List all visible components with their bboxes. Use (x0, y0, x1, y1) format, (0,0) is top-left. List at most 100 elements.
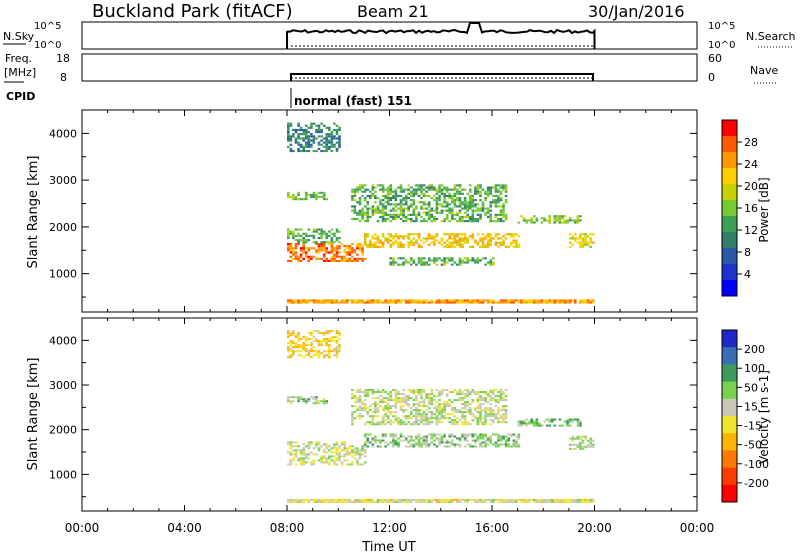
echo-cell (445, 439, 449, 442)
echo-cell (568, 237, 572, 240)
echo-cell (522, 498, 526, 501)
echo-cell (468, 409, 472, 412)
echo-cell (338, 451, 341, 454)
echo-cell (512, 443, 516, 446)
echo-cell (330, 143, 334, 146)
echo-cell (494, 235, 498, 238)
echo-cell (374, 411, 377, 414)
freq-tick-high: 18 (56, 52, 70, 65)
echo-cell (312, 150, 316, 153)
echo-cell (353, 259, 357, 262)
echo-cell (553, 500, 557, 503)
echo-cell (425, 211, 428, 214)
echo-cell (417, 235, 421, 238)
echo-cell (558, 418, 562, 421)
echo-cell (333, 135, 336, 138)
echo-cell (591, 299, 595, 302)
echo-cell (315, 249, 318, 252)
echo-cell (399, 207, 403, 210)
echo-cell (420, 186, 423, 189)
echo-cell (422, 261, 426, 264)
echo-cell (310, 348, 313, 351)
echo-cell (345, 453, 349, 456)
echo-cell (335, 147, 339, 150)
echo-cell (425, 263, 428, 266)
echo-cell (294, 449, 298, 452)
echo-cell (402, 203, 405, 206)
echo-cell (371, 498, 375, 501)
echo-cell (322, 243, 326, 246)
echo-cell (287, 336, 290, 339)
echo-cell (458, 439, 462, 442)
echo-cell (479, 441, 482, 444)
echo-cell (384, 397, 387, 400)
echo-cell (366, 439, 369, 442)
echo-cell (315, 230, 318, 233)
echo-cell (445, 245, 449, 248)
echo-cell (292, 498, 295, 501)
echo-cell (417, 419, 421, 422)
echo-cell (448, 500, 451, 503)
echo-cell (407, 261, 410, 264)
echo-cell (302, 245, 305, 248)
echo-cell (351, 500, 354, 503)
echo-cell (325, 143, 328, 146)
echo-cell (415, 423, 418, 426)
echo-cell (484, 235, 487, 238)
echo-cell (420, 205, 423, 208)
echo-cell (504, 188, 508, 191)
echo-cell (325, 299, 328, 302)
echo-cell (376, 415, 380, 418)
echo-cell (302, 451, 305, 454)
echo-cell (451, 201, 454, 204)
echo-cell (322, 400, 326, 403)
echo-cell (363, 393, 367, 396)
echo-cell (474, 433, 477, 436)
echo-cell (448, 194, 451, 197)
colorbar-tick-label: 200 (744, 343, 765, 356)
echo-cell (458, 301, 462, 304)
echo-cell (363, 199, 367, 202)
echo-cell (356, 389, 359, 391)
echo-cell (427, 423, 431, 426)
echo-cell (310, 441, 313, 444)
echo-cell (430, 393, 434, 396)
echo-cell (310, 234, 313, 237)
echo-cell (417, 259, 421, 262)
echo-cell (435, 192, 439, 195)
echo-cell (304, 455, 308, 458)
echo-cell (333, 122, 336, 125)
cpid-label: CPID (6, 90, 35, 103)
echo-cell (471, 211, 475, 214)
echo-cell (317, 459, 321, 462)
echo-cell (392, 498, 395, 501)
echo-cell (310, 443, 313, 446)
echo-cell (353, 417, 357, 420)
echo-cell (497, 498, 500, 501)
echo-cell (453, 233, 457, 236)
echo-cell (330, 338, 334, 341)
cpid-text: normal (fast) 151 (294, 94, 412, 108)
echo-cell (302, 457, 305, 460)
echo-cell (397, 419, 400, 422)
echo-cell (399, 243, 403, 246)
echo-cell (581, 301, 585, 304)
echo-cell (404, 194, 408, 197)
echo-cell (358, 211, 362, 214)
echo-cell (576, 237, 580, 240)
echo-cell (433, 301, 436, 304)
echo-cell (415, 407, 418, 410)
echo-cell (358, 455, 362, 458)
echo-cell (322, 500, 326, 503)
echo-cell (361, 301, 364, 304)
echo-cell (574, 221, 577, 224)
echo-cell (453, 218, 457, 221)
echo-cell (440, 190, 444, 193)
echo-cell (451, 233, 454, 236)
echo-cell (525, 424, 528, 427)
echo-cell (371, 209, 375, 212)
echo-cell (381, 235, 385, 238)
echo-cell (494, 415, 498, 418)
echo-cell (361, 251, 364, 254)
echo-cell (584, 239, 587, 242)
